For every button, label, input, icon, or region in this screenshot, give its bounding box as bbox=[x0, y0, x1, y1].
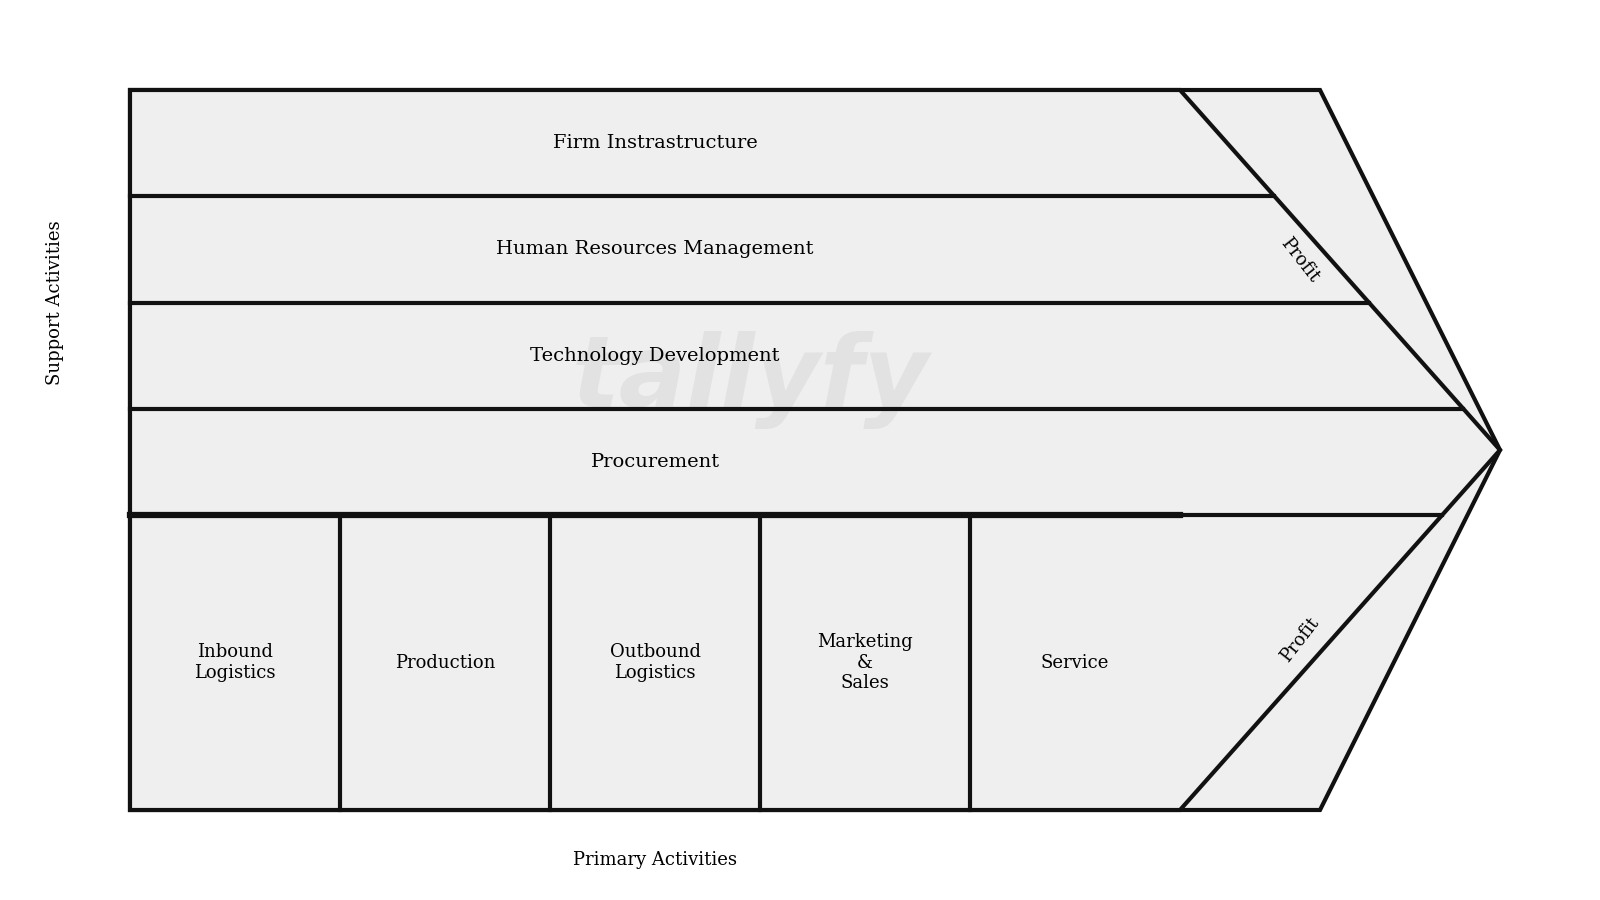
Text: Support Activities: Support Activities bbox=[46, 220, 64, 385]
Text: Outbound
Logistics: Outbound Logistics bbox=[610, 644, 701, 682]
Text: Technology Development: Technology Development bbox=[530, 346, 779, 364]
Text: Human Resources Management: Human Resources Management bbox=[496, 240, 814, 258]
Polygon shape bbox=[130, 90, 1501, 810]
Text: Primary Activities: Primary Activities bbox=[573, 851, 738, 869]
Text: Inbound
Logistics: Inbound Logistics bbox=[194, 644, 275, 682]
Text: Profit: Profit bbox=[1277, 234, 1323, 285]
Text: Service: Service bbox=[1042, 653, 1109, 671]
Polygon shape bbox=[130, 90, 1501, 810]
Text: Profit: Profit bbox=[1277, 615, 1323, 666]
Text: Production: Production bbox=[395, 653, 494, 671]
Text: tallyfy: tallyfy bbox=[571, 331, 928, 429]
Text: Marketing
&
Sales: Marketing & Sales bbox=[818, 633, 914, 692]
Text: Firm Instrastructure: Firm Instrastructure bbox=[552, 134, 757, 152]
Text: Procurement: Procurement bbox=[590, 453, 720, 471]
